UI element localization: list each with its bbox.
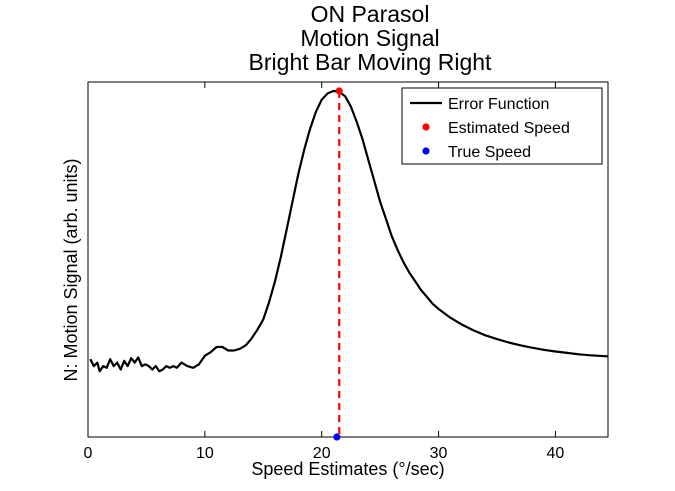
y-axis-label: N: Motion Signal (arb. units) [61,158,81,381]
chart-title-line-3: Bright Bar Moving Right [249,49,492,75]
x-tick-label: 40 [547,445,565,462]
legend-estimated-swatch [422,123,430,131]
x-tick-label: 0 [84,445,93,462]
error-function-line [89,89,609,373]
legend-error-label: Error Function [448,96,549,113]
legend-box [401,87,603,165]
chart-title-line-1: ON Parasol [311,1,430,27]
x-tick-label: 30 [430,445,448,462]
legend-true-swatch [422,147,430,155]
true-speed-marker [333,433,341,441]
chart-title: ON Parasol Motion Signal Bright Bar Movi… [249,1,492,75]
x-tick-label: 20 [313,445,331,462]
legend-estimated-label: Estimated Speed [448,120,570,137]
x-tick-label: 10 [196,445,214,462]
x-axis-ticks: 0 10 20 30 40 [84,82,565,462]
x-axis-label: Speed Estimates (°/sec) [251,459,444,479]
legend-true-label: True Speed [448,144,531,161]
chart-title-line-2: Motion Signal [300,25,439,51]
legend: Error Function Estimated Speed True Spee… [401,87,603,165]
estimated-speed-marker [335,87,343,95]
